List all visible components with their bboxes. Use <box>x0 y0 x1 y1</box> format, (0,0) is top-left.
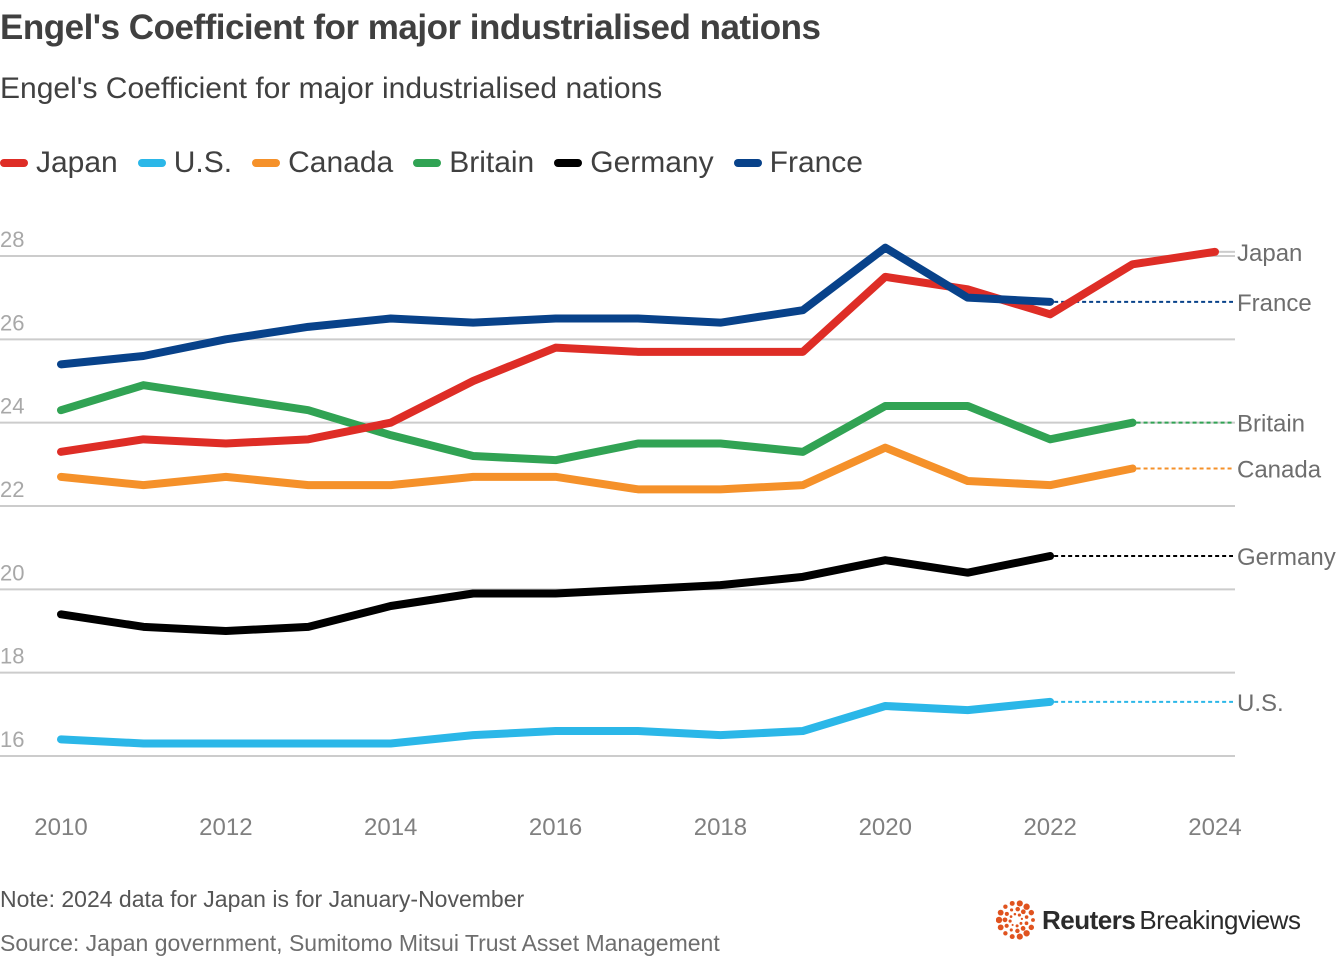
logo-dot <box>1016 900 1023 907</box>
logo-dot <box>1009 934 1015 940</box>
logo-dot <box>1024 915 1029 919</box>
y-tick-label: 18 <box>0 644 24 669</box>
y-tick-label: 22 <box>0 477 24 502</box>
y-tick-label: 20 <box>0 560 24 585</box>
legend-label: France <box>769 146 863 179</box>
y-tick-label: 16 <box>0 727 24 752</box>
legend-swatch <box>733 159 762 167</box>
logo-dot <box>1020 917 1024 921</box>
series-end-label: Germany <box>1237 544 1336 571</box>
legend-label: Germany <box>590 146 714 179</box>
logo-dot <box>1003 931 1008 936</box>
x-tick-label: 2024 <box>1188 814 1241 841</box>
legend-item: Canada <box>252 146 393 180</box>
logo-dot <box>1004 923 1009 928</box>
logo-breakingviews: Breakingviews <box>1139 904 1301 935</box>
x-tick-label: 2018 <box>694 814 747 841</box>
logo-dot <box>1015 928 1020 934</box>
logo-dot <box>1024 921 1029 926</box>
logo-dot <box>1009 908 1014 912</box>
logo-dot <box>1020 909 1026 915</box>
logo-dot <box>997 909 1004 916</box>
legend-item: Japan <box>0 146 118 180</box>
logo-dot <box>996 916 1003 924</box>
series-lines <box>57 243 1219 748</box>
reuters-dots-icon <box>996 900 1035 940</box>
chart-title: Engel's Coefficient for major industrial… <box>0 8 821 47</box>
logo-dot <box>1004 911 1009 916</box>
x-tick-label: 2010 <box>34 814 87 841</box>
logo-dot <box>1017 913 1021 917</box>
series-end-label: Japan <box>1237 240 1302 267</box>
series-end-label: Canada <box>1237 457 1322 484</box>
series-end-label: U.S. <box>1237 690 1284 717</box>
series-line-us <box>57 697 1055 748</box>
logo-dot <box>1003 904 1008 909</box>
logo-dot <box>1008 919 1012 923</box>
series-end-label: Britain <box>1237 411 1305 438</box>
legend-label: Canada <box>288 146 394 179</box>
logo-dot <box>1015 906 1020 912</box>
legend-label: Japan <box>36 146 118 179</box>
y-tick-label: 28 <box>0 227 24 252</box>
logo-dot <box>1009 900 1015 906</box>
logo-dot <box>997 924 1004 931</box>
logo-dot <box>1023 930 1030 937</box>
logo-dot <box>1023 903 1030 910</box>
gridlines <box>0 255 1235 757</box>
legend-item: U.S. <box>137 146 233 180</box>
source-text: Source: Japan government, Sumitomo Mitsu… <box>0 930 720 956</box>
series-line-germany <box>57 552 1055 635</box>
legend-label: U.S. <box>173 146 233 179</box>
legend-swatch <box>413 159 442 167</box>
legend-swatch <box>554 159 583 167</box>
logo-dot <box>1019 921 1023 925</box>
logo-dot <box>1028 924 1035 931</box>
x-tick-label: 2016 <box>529 814 582 841</box>
legend-swatch <box>137 159 166 167</box>
logo-dot <box>1013 912 1017 916</box>
label-leader-lines <box>1054 250 1235 703</box>
legend: Japan U.S. Canada Britain Germany France <box>0 146 883 180</box>
x-tick-label: 2020 <box>859 814 912 841</box>
logo-dot <box>1011 923 1014 926</box>
logo-dot <box>1028 909 1035 916</box>
reuters-breakingviews-logo: Reuters Breakingviews <box>996 900 1301 940</box>
logo-dot <box>1009 928 1013 932</box>
y-axis-ticks: 16 18 20 22 24 26 28 <box>0 227 24 752</box>
logo-dot <box>1002 917 1008 923</box>
series-line-japan <box>57 247 1219 456</box>
x-axis-ticks: 2010 2012 2014 2016 2018 2020 2022 2024 <box>34 814 1241 841</box>
logo-dot <box>1009 915 1013 918</box>
footnote: Note: 2024 data for Japan is for January… <box>0 886 525 912</box>
series-end-labels: U.S. Germany Canada Britain Japan France <box>1237 240 1336 717</box>
logo-dot <box>1031 918 1035 922</box>
legend-swatch <box>0 159 28 167</box>
legend-item: France <box>733 146 863 180</box>
x-tick-label: 2012 <box>199 814 252 841</box>
legend-label: Britain <box>449 146 535 179</box>
x-tick-label: 2022 <box>1023 814 1076 841</box>
y-tick-label: 26 <box>0 310 24 335</box>
logo-dot <box>1020 926 1026 931</box>
legend-swatch <box>252 159 281 167</box>
logo-dot <box>1015 924 1019 928</box>
series-line-france <box>57 243 1055 369</box>
x-tick-label: 2014 <box>364 814 417 841</box>
y-tick-label: 24 <box>0 394 24 419</box>
series-line-britain <box>57 381 1137 465</box>
logo-reuters: Reuters <box>1042 904 1136 935</box>
chart-subtitle: Engel's Coefficient for major industrial… <box>0 72 663 105</box>
legend-item: Germany <box>554 146 714 180</box>
series-end-label: France <box>1237 290 1312 317</box>
legend-item: Britain <box>413 146 534 180</box>
logo-dot <box>1016 933 1023 940</box>
series-line-canada <box>57 443 1137 494</box>
